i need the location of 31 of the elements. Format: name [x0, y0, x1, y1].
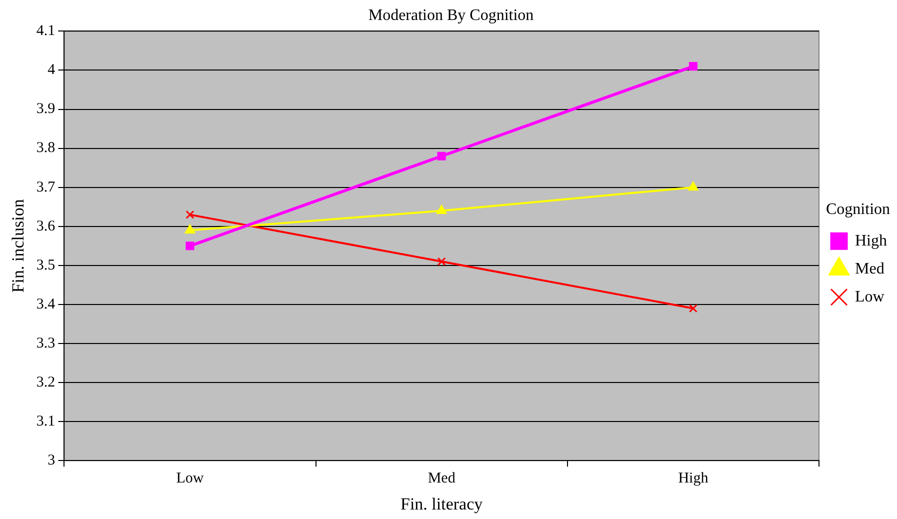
y-axis-title: Fin. inclusion — [8, 198, 28, 293]
point — [436, 205, 447, 214]
point — [437, 257, 446, 266]
point — [688, 304, 698, 313]
point — [186, 210, 194, 219]
x-tick-label: High — [678, 470, 709, 487]
legend-title: Cognition — [826, 201, 890, 218]
y-tick-label: 3.9 — [36, 101, 56, 118]
legend-label: High — [855, 232, 887, 250]
point — [688, 182, 698, 191]
y-tick-label: 3.4 — [36, 296, 56, 312]
y-tick-label: 3.3 — [36, 335, 56, 352]
point — [437, 152, 446, 160]
point — [186, 242, 194, 250]
y-tick-label: 3.7 — [36, 179, 56, 196]
y-tick-label: 4.1 — [36, 23, 56, 40]
y-tick-label: 3.8 — [36, 140, 56, 156]
y-tick-label: 3 — [48, 452, 56, 469]
point — [184, 224, 196, 234]
legend-label: Low — [855, 288, 885, 306]
y-tick-label: 3.5 — [36, 257, 56, 274]
legend-label: Med — [855, 260, 884, 278]
y-tick-label: 3.1 — [36, 414, 56, 430]
y-tick-label: 4 — [48, 62, 56, 78]
y-tick-label: 3.6 — [36, 218, 56, 234]
y-tick-label: 3.2 — [36, 374, 56, 390]
x-tick-label: Low — [176, 470, 204, 487]
x-axis-title: Fin. literacy — [400, 494, 484, 514]
point — [688, 62, 698, 71]
x-tick-label: Med — [428, 470, 456, 487]
chart-title: Moderation By Cognition — [368, 6, 534, 24]
